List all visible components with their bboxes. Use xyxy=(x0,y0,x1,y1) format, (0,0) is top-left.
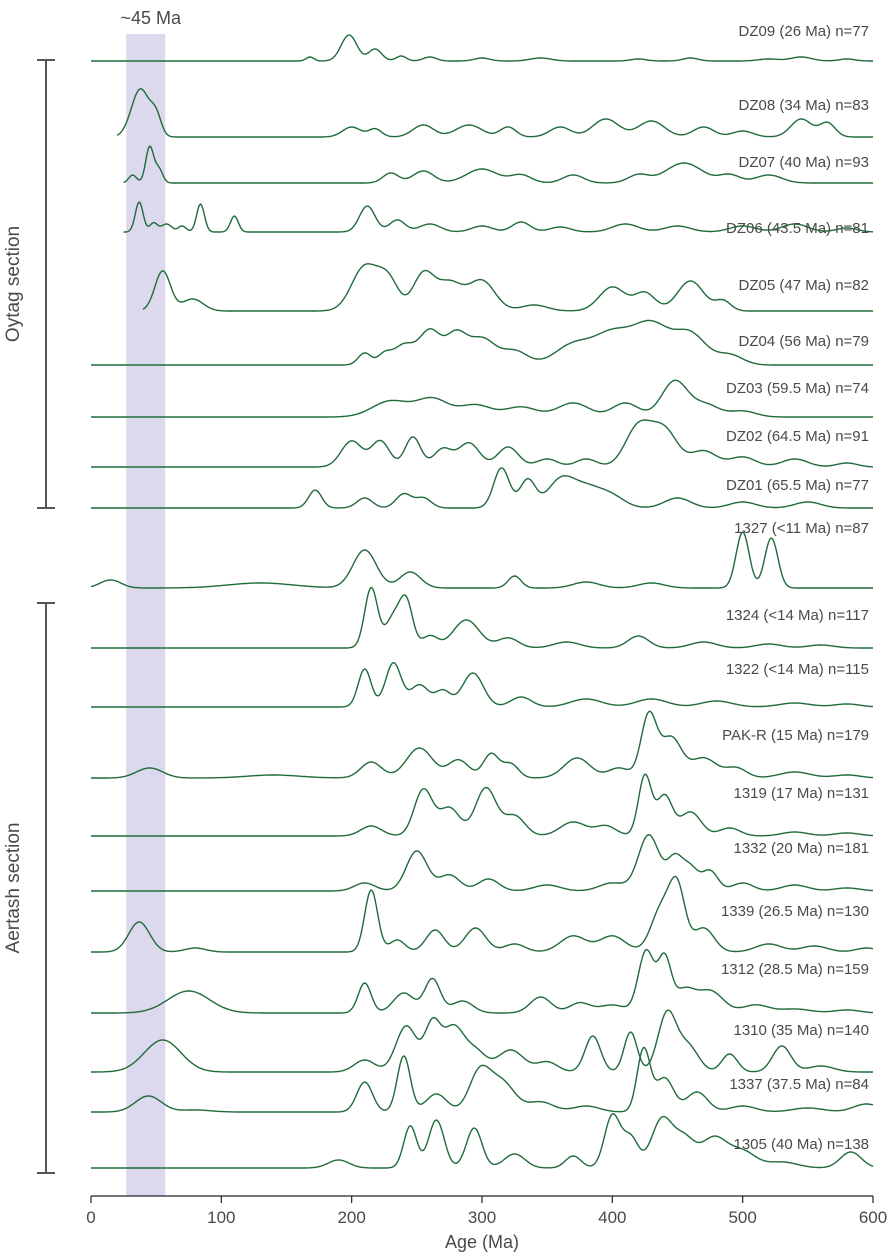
density-curve xyxy=(91,875,874,953)
density-curve xyxy=(91,379,873,418)
series-dz02-64-5-ma-n-91: DZ02 (64.5 Ma) n=91 xyxy=(91,419,873,468)
series-label: 1312 (28.5 Ma) n=159 xyxy=(721,961,869,978)
series-label: DZ07 (40 Ma) n=93 xyxy=(739,154,869,171)
series-pak-r-15-ma-n-179: PAK-R (15 Ma) n=179 xyxy=(91,710,874,779)
density-curve xyxy=(91,1046,874,1113)
density-curve xyxy=(91,586,873,649)
density-curve xyxy=(90,531,873,589)
density-curve xyxy=(91,834,874,892)
series-label: DZ04 (56 Ma) n=79 xyxy=(739,333,869,350)
series-dz04-56-ma-n-79: DZ04 (56 Ma) n=79 xyxy=(91,319,873,366)
series-label: 1322 (<14 Ma) n=115 xyxy=(726,661,869,678)
density-curve xyxy=(142,263,873,312)
series-label: PAK-R (15 Ma) n=179 xyxy=(722,727,869,744)
x-tick-label: 600 xyxy=(859,1208,887,1227)
series-dz05-47-ma-n-82: DZ05 (47 Ma) n=82 xyxy=(142,263,873,312)
density-curve xyxy=(91,34,873,62)
series-label: 1324 (<14 Ma) n=117 xyxy=(726,607,869,624)
density-curve xyxy=(91,773,874,837)
x-tick-label: 400 xyxy=(598,1208,626,1227)
series-label: DZ01 (65.5 Ma) n=77 xyxy=(726,477,869,494)
density-curve xyxy=(91,1009,873,1073)
series-1324-14-ma-n-117: 1324 (<14 Ma) n=117 xyxy=(91,586,873,649)
x-tick-label: 500 xyxy=(728,1208,756,1227)
series-1337-37-5-ma-n-84: 1337 (37.5 Ma) n=84 xyxy=(91,1046,874,1113)
density-curve xyxy=(91,661,874,708)
x-axis-title: Age (Ma) xyxy=(445,1232,519,1252)
series-dz07-40-ma-n-93: DZ07 (40 Ma) n=93 xyxy=(123,145,873,184)
x-tick-label: 200 xyxy=(337,1208,365,1227)
series-dz03-59-5-ma-n-74: DZ03 (59.5 Ma) n=74 xyxy=(91,379,873,418)
group-label: Aertash section xyxy=(3,823,24,954)
series-label: 1319 (17 Ma) n=131 xyxy=(733,785,869,802)
x-tick-label: 0 xyxy=(86,1208,95,1227)
series-label: 1337 (37.5 Ma) n=84 xyxy=(729,1076,869,1093)
highlight-label: ~45 Ma xyxy=(120,8,182,28)
series-label: 1305 (40 Ma) n=138 xyxy=(733,1136,869,1153)
series-label: DZ02 (64.5 Ma) n=91 xyxy=(726,428,869,445)
x-tick-label: 300 xyxy=(468,1208,496,1227)
series-label: 1310 (35 Ma) n=140 xyxy=(733,1022,869,1039)
series-dz06-43-5-ma-n-81: DZ06 (43.5 Ma) n=81 xyxy=(123,201,873,237)
density-curve xyxy=(91,949,874,1014)
group-bracket-aertash-section: Aertash section xyxy=(3,602,55,1174)
group-bracket-oytag-section: Oytag section xyxy=(3,59,55,509)
series-dz09-26-ma-n-77: DZ09 (26 Ma) n=77 xyxy=(91,23,873,62)
series-label: 1339 (26.5 Ma) n=130 xyxy=(721,903,869,920)
density-curve xyxy=(91,710,874,779)
density-curve xyxy=(91,319,873,366)
series-label: 1332 (20 Ma) n=181 xyxy=(733,840,869,857)
series-dz08-34-ma-n-83: DZ08 (34 Ma) n=83 xyxy=(116,88,873,138)
density-curve xyxy=(91,1113,874,1169)
series-1339-26-5-ma-n-130: 1339 (26.5 Ma) n=130 xyxy=(91,875,874,953)
series-1310-35-ma-n-140: 1310 (35 Ma) n=140 xyxy=(91,1009,873,1073)
density-curve xyxy=(123,145,873,184)
density-curve xyxy=(116,88,873,138)
series-label: DZ09 (26 Ma) n=77 xyxy=(739,23,869,40)
x-axis: 0 100 200 300 400 500 600 Age (Ma) xyxy=(86,1195,887,1252)
series-label: DZ06 (43.5 Ma) n=81 xyxy=(726,220,869,237)
group-label: Oytag section xyxy=(3,226,24,342)
series-label: DZ03 (59.5 Ma) n=74 xyxy=(726,380,869,397)
density-curve xyxy=(123,201,873,233)
series-1332-20-ma-n-181: 1332 (20 Ma) n=181 xyxy=(91,834,874,892)
series-label: DZ08 (34 Ma) n=83 xyxy=(739,97,869,114)
series-dz01-65-5-ma-n-77: DZ01 (65.5 Ma) n=77 xyxy=(91,467,873,509)
series-1312-28-5-ma-n-159: 1312 (28.5 Ma) n=159 xyxy=(91,949,874,1014)
series-label: DZ05 (47 Ma) n=82 xyxy=(739,277,869,294)
series-1305-40-ma-n-138: 1305 (40 Ma) n=138 xyxy=(91,1113,874,1169)
series-label: 1327 (<11 Ma) n=87 xyxy=(734,520,869,537)
series-1319-17-ma-n-131: 1319 (17 Ma) n=131 xyxy=(91,773,874,837)
series-1322-14-ma-n-115: 1322 (<14 Ma) n=115 xyxy=(91,661,874,708)
x-tick-label: 100 xyxy=(207,1208,235,1227)
density-curve xyxy=(91,419,873,468)
series-1327-11-ma-n-87: 1327 (<11 Ma) n=87 xyxy=(90,520,873,589)
density-curve xyxy=(91,467,873,509)
highlight-band-45ma xyxy=(126,34,166,1196)
